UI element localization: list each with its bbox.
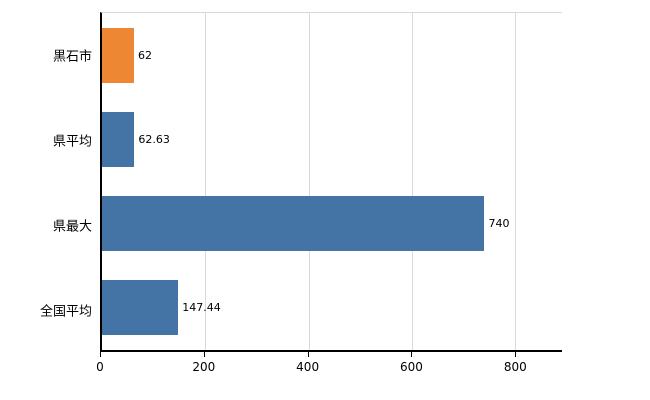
x-tick-label: 600	[400, 360, 423, 374]
gridline	[205, 13, 207, 350]
category-label: 黒石市	[52, 49, 92, 64]
plot-area: 62 62.63 740 147.44	[100, 12, 562, 352]
bar-row: 740	[102, 182, 562, 266]
x-tick-mark	[515, 352, 517, 357]
bar-rows: 62 62.63 740 147.44	[102, 13, 562, 350]
bar-row: 147.44	[102, 266, 562, 350]
gridline	[412, 13, 414, 350]
bar-全国平均	[102, 280, 179, 336]
bar-value-label: 147.44	[182, 301, 221, 315]
category-label: 県平均	[52, 134, 92, 149]
bar-value-label: 62.63	[138, 132, 170, 146]
bar-県最大	[102, 196, 485, 252]
x-tick-mark	[203, 352, 205, 357]
x-tick-label: 200	[192, 360, 216, 374]
bar-県平均	[102, 111, 135, 167]
bar-value-label: 62	[138, 48, 153, 62]
category-label: 県最大	[52, 219, 92, 234]
x-tick-label: 800	[503, 360, 527, 374]
x-tick-mark	[411, 352, 413, 357]
bar-黒石市	[102, 27, 135, 83]
x-tick-label: 0	[96, 360, 104, 374]
x-tick-mark	[100, 352, 101, 357]
gridline	[308, 13, 310, 350]
bar-value-label: 740	[488, 217, 510, 231]
gridline	[515, 13, 517, 350]
x-tick-mark	[307, 352, 309, 357]
bar-row: 62.63	[102, 97, 562, 181]
x-tick-label: 400	[296, 360, 320, 374]
bar-row: 62	[102, 13, 562, 97]
category-label: 全国平均	[39, 304, 92, 319]
